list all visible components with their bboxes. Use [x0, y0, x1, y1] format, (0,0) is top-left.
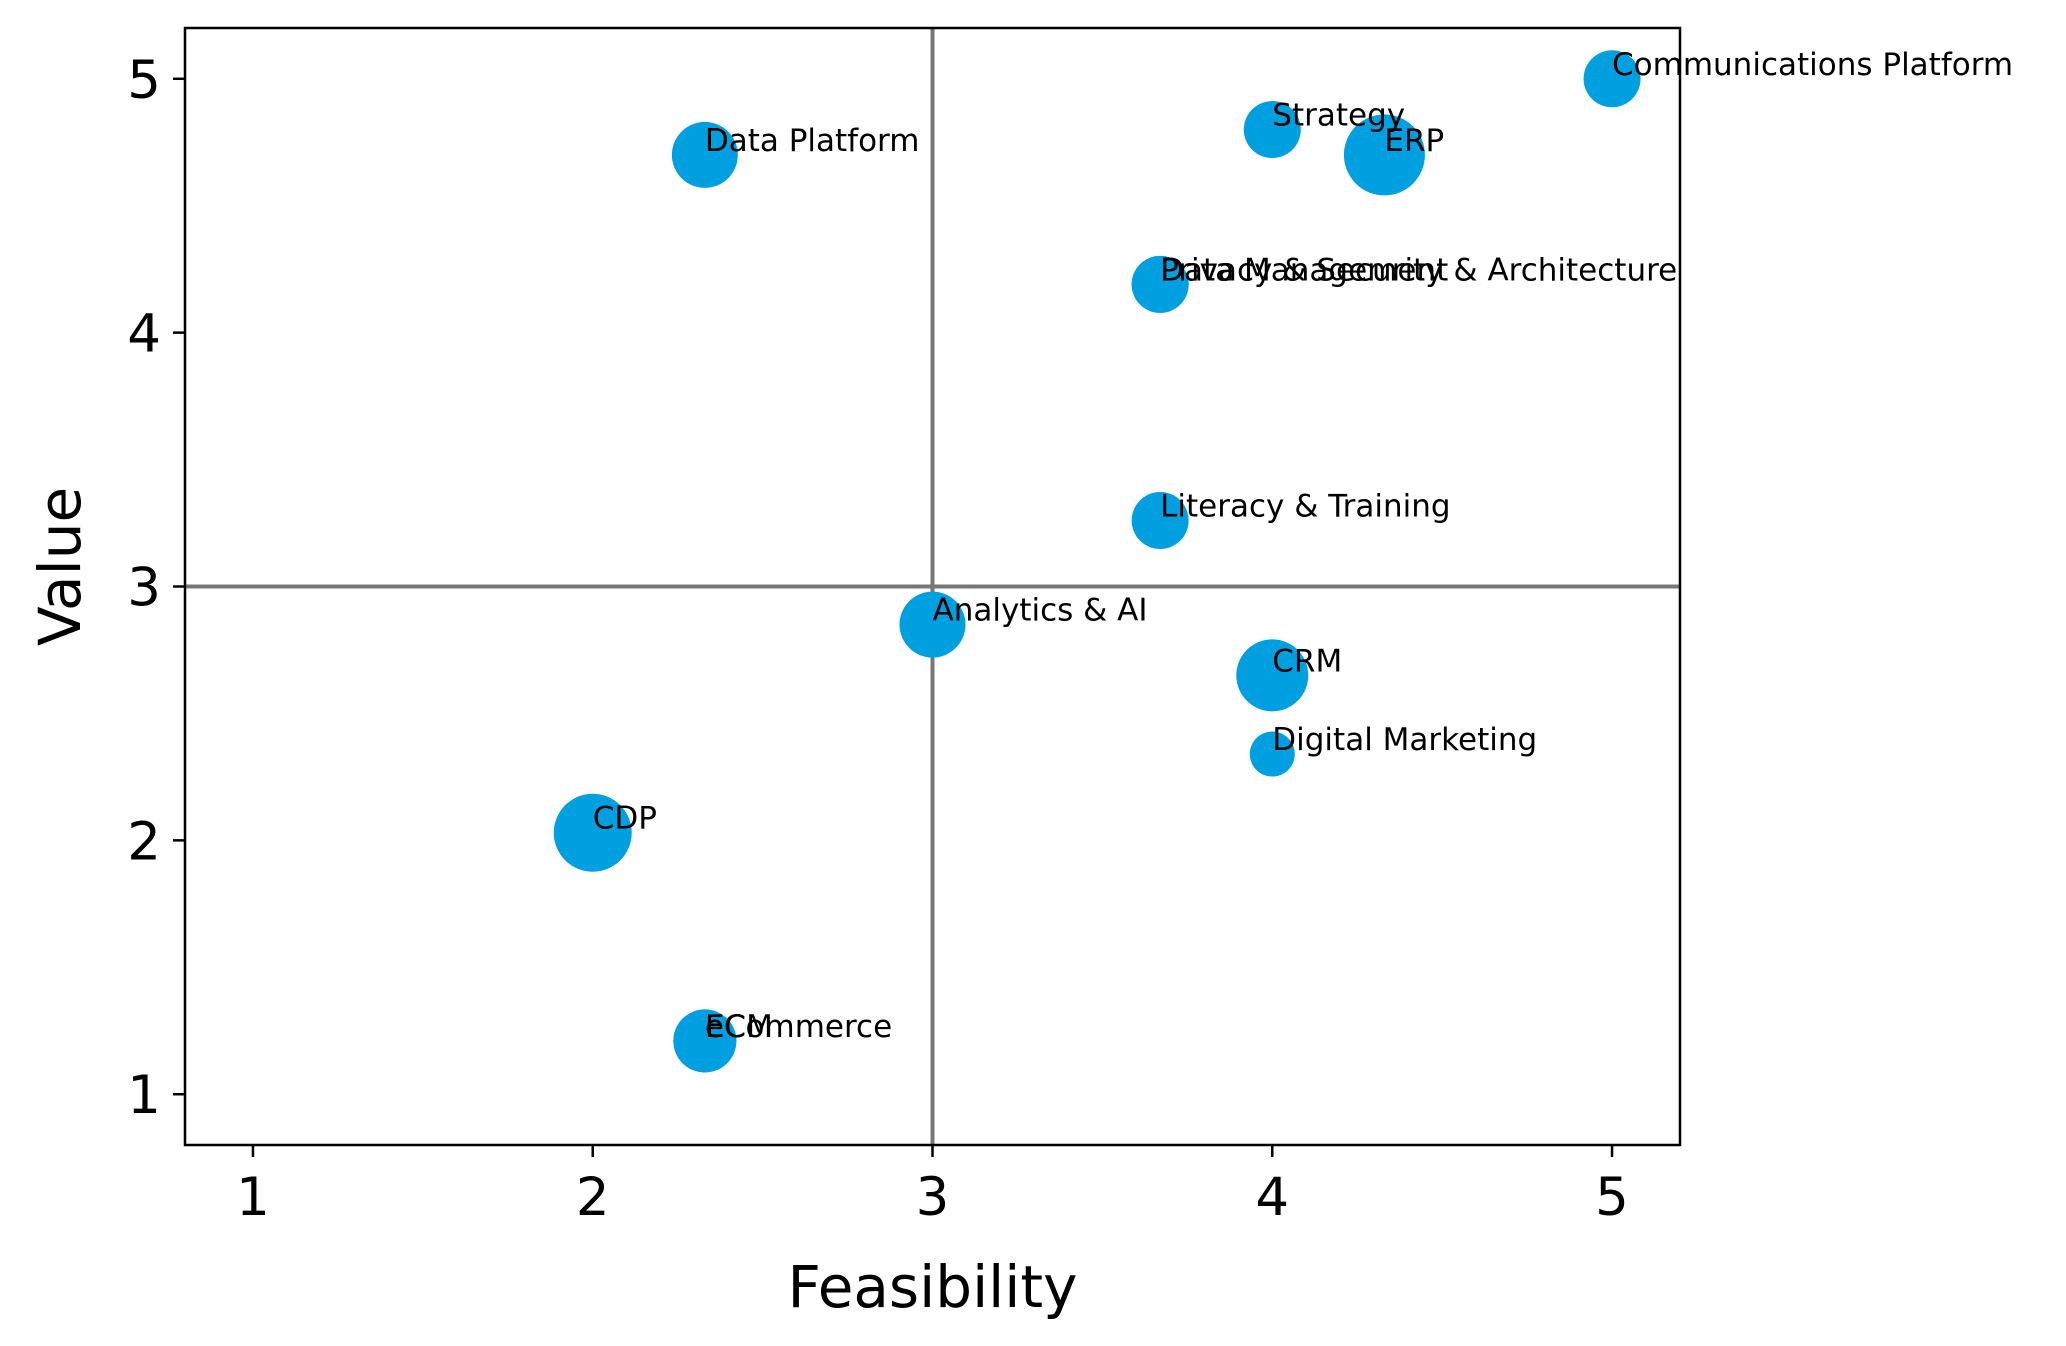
point-label: ERP [1384, 123, 1444, 159]
scatter-point [671, 121, 738, 188]
scatter-point [1243, 101, 1301, 159]
x-tick-label: 2 [576, 1167, 610, 1228]
scatter-point [1131, 491, 1189, 549]
x-axis-label: Feasibility [788, 1253, 1078, 1321]
x-axis-ticks: 1 2 3 4 5 [236, 1145, 1629, 1228]
scatter-point [1583, 50, 1641, 108]
y-tick-label: 1 [127, 1065, 161, 1126]
x-tick-label: 4 [1255, 1167, 1289, 1228]
x-tick-label: 1 [236, 1167, 270, 1228]
y-tick-label: 4 [127, 304, 161, 365]
point-label: CRM [1272, 643, 1342, 679]
point-label: CDP [593, 801, 657, 837]
scatter-point [1249, 731, 1295, 777]
scatter-point [1131, 255, 1189, 313]
point-label: Communications Platform [1612, 47, 2013, 83]
x-tick-label: 3 [916, 1167, 950, 1228]
y-tick-label: 5 [127, 50, 161, 111]
quadrant-lines [185, 28, 1680, 1145]
scatter-point [899, 591, 966, 658]
point-label: Digital Marketing [1272, 722, 1537, 758]
point-label: Analytics & AI [933, 593, 1148, 629]
y-tick-label: 3 [127, 558, 161, 619]
scatter-point [553, 793, 632, 872]
point-label: eCommerce [705, 1009, 892, 1045]
scatter-point [673, 1009, 737, 1073]
plot-frame [183, 26, 1682, 1147]
scatter-point [1236, 639, 1309, 712]
point-label: Strategy [1272, 98, 1405, 134]
y-tick-label: 2 [127, 811, 161, 872]
point-label: Data Management [1160, 252, 1448, 288]
y-axis-ticks: 1 2 3 4 5 [127, 50, 185, 1126]
x-tick-label: 5 [1595, 1167, 1629, 1228]
point-label: Data Platform [705, 123, 920, 159]
data-points [553, 50, 1641, 1073]
y-axis-label: Value [26, 487, 94, 646]
point-label: ECM [705, 1009, 773, 1045]
scatter-point [1343, 114, 1425, 196]
point-label: Literacy & Training [1160, 488, 1450, 524]
point-label: Privacy & Security & Architecture [1160, 252, 1677, 288]
